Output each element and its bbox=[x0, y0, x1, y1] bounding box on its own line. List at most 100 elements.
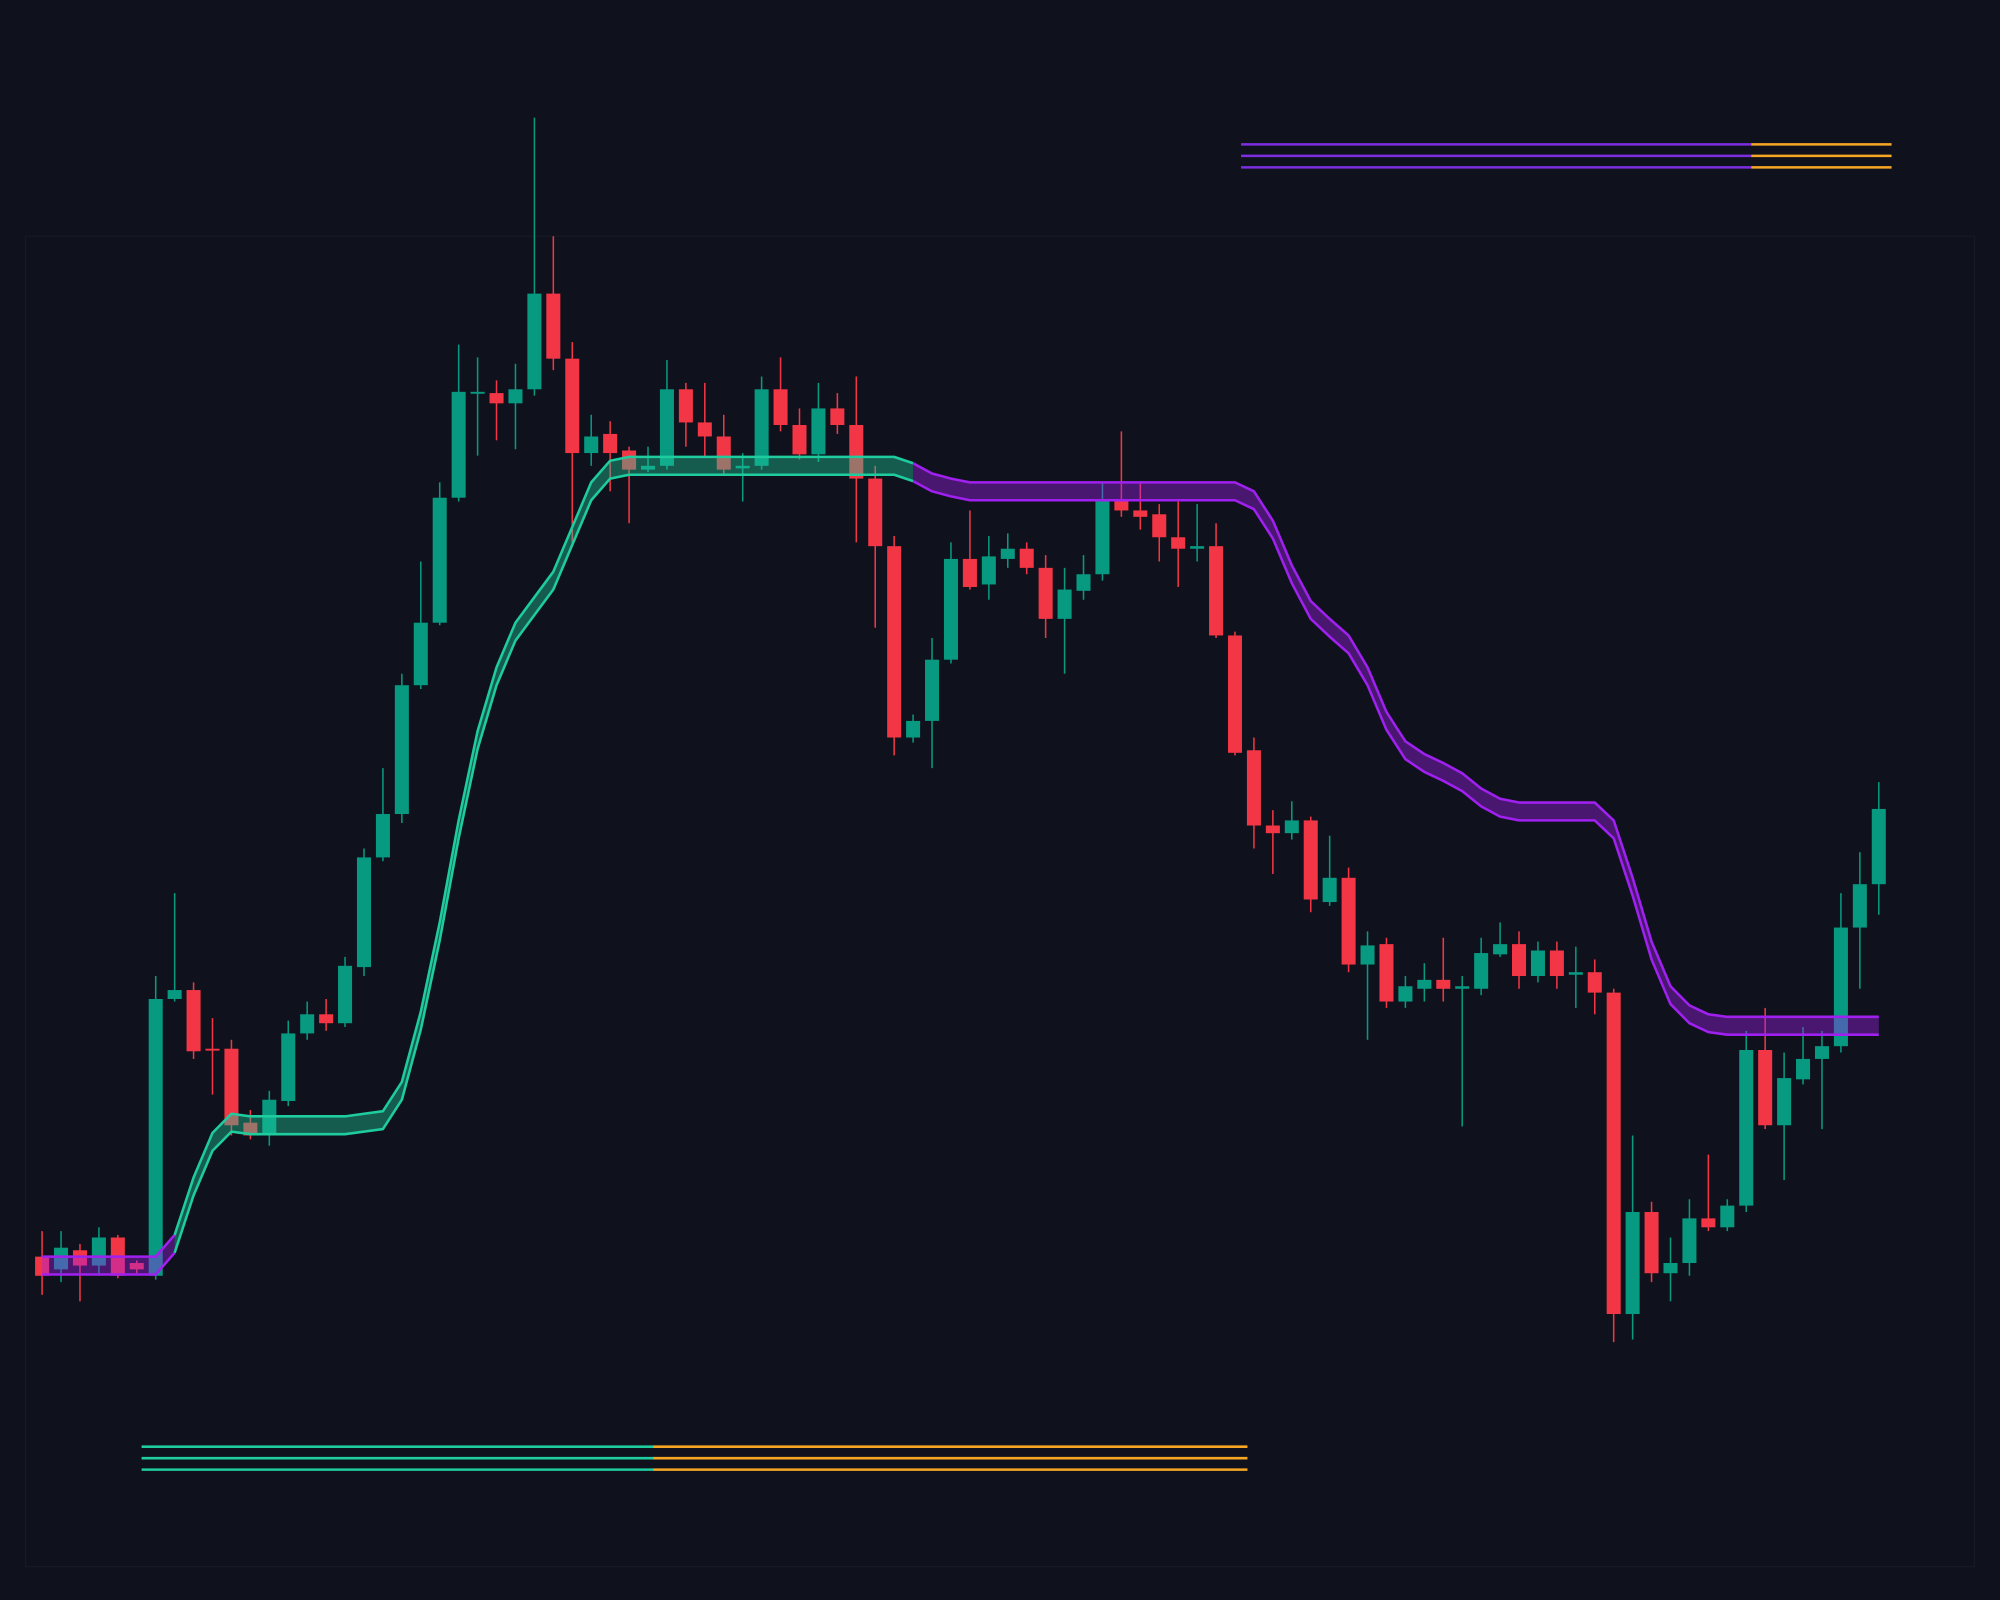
candle-body bbox=[1682, 1218, 1697, 1264]
candle-body bbox=[1455, 986, 1470, 989]
candle-body bbox=[338, 965, 353, 1024]
candle-body bbox=[1852, 884, 1867, 928]
candle-body bbox=[1606, 992, 1621, 1315]
candle-body bbox=[1057, 589, 1072, 619]
candle-body bbox=[1568, 972, 1583, 975]
candle-body bbox=[413, 622, 428, 686]
candle-body bbox=[981, 556, 996, 585]
candle-body bbox=[962, 558, 977, 587]
candle-body bbox=[527, 293, 542, 390]
candle-body bbox=[1625, 1211, 1640, 1315]
candle-body bbox=[1530, 950, 1545, 977]
candle-body bbox=[716, 436, 731, 470]
candle-body bbox=[1360, 945, 1375, 965]
candle-body bbox=[1758, 1050, 1773, 1126]
candle-body bbox=[1095, 500, 1110, 575]
candle-body bbox=[1303, 820, 1318, 900]
panel-frame bbox=[24, 235, 1976, 1568]
candle-body bbox=[584, 436, 599, 454]
candle-body bbox=[1341, 877, 1356, 965]
candle-body bbox=[281, 1033, 296, 1102]
band-upper bbox=[42, 1234, 176, 1258]
candle-body bbox=[1777, 1078, 1792, 1126]
candle-body bbox=[830, 408, 845, 425]
candle-body bbox=[205, 1048, 220, 1051]
candle-body bbox=[1739, 1050, 1754, 1206]
candle-body bbox=[1076, 574, 1091, 591]
candle-body bbox=[735, 465, 750, 469]
candle-body bbox=[319, 1014, 334, 1024]
candle-body bbox=[1133, 510, 1148, 517]
candle-body bbox=[1512, 944, 1527, 977]
candle-body bbox=[1322, 877, 1337, 903]
candle-body bbox=[659, 389, 674, 466]
candle-body bbox=[394, 685, 409, 815]
candle-body bbox=[451, 391, 466, 498]
candle-body bbox=[148, 998, 163, 1276]
candle-body bbox=[1152, 514, 1167, 538]
candle-body bbox=[1114, 500, 1129, 511]
candle-body bbox=[489, 393, 504, 404]
candle-body bbox=[868, 478, 883, 547]
candle-body bbox=[243, 1122, 258, 1136]
candle-body bbox=[356, 857, 372, 968]
candle-body bbox=[811, 408, 826, 455]
candle-body bbox=[54, 1247, 69, 1270]
band-lower bbox=[42, 1251, 176, 1276]
candle-body bbox=[1493, 944, 1508, 955]
candle-body bbox=[1209, 546, 1224, 636]
candle-body bbox=[1398, 986, 1413, 1002]
top-decoration bbox=[1241, 143, 1892, 169]
candle-body bbox=[1265, 825, 1280, 834]
candle-body bbox=[792, 425, 807, 455]
candle-body bbox=[943, 558, 958, 660]
candle-body bbox=[1663, 1263, 1678, 1274]
candle-body bbox=[1000, 548, 1015, 559]
candle-body bbox=[72, 1250, 87, 1266]
candle-body bbox=[906, 720, 921, 738]
candle-body bbox=[925, 659, 940, 721]
candle-body bbox=[35, 1256, 50, 1276]
candle-body bbox=[678, 389, 693, 423]
candle-body bbox=[1019, 548, 1034, 568]
candle-body bbox=[887, 546, 902, 738]
candle-body bbox=[1246, 750, 1261, 826]
candle-body bbox=[697, 422, 712, 437]
candle-body bbox=[224, 1048, 239, 1126]
candle-body bbox=[300, 1014, 315, 1034]
candle-body bbox=[622, 450, 637, 470]
candle-body bbox=[167, 990, 182, 999]
candle-body bbox=[508, 389, 523, 404]
candle-body bbox=[1436, 979, 1451, 989]
candle-body bbox=[375, 814, 390, 858]
candle-body bbox=[1417, 979, 1432, 989]
band-lower bbox=[912, 479, 1879, 1036]
candle-body bbox=[640, 465, 656, 470]
candle-body bbox=[546, 293, 561, 359]
bottom-decoration bbox=[141, 1445, 1248, 1471]
band-fill bbox=[42, 1234, 175, 1275]
candle-body bbox=[432, 497, 447, 623]
candle-body bbox=[565, 358, 580, 454]
candle-body bbox=[186, 990, 201, 1052]
band-lower bbox=[173, 473, 914, 1254]
band-upper bbox=[173, 455, 914, 1236]
candle-body bbox=[1587, 972, 1602, 993]
candle-body bbox=[1720, 1205, 1735, 1228]
candle-body bbox=[1474, 953, 1489, 989]
candle-body bbox=[1227, 635, 1243, 753]
candle-body bbox=[1814, 1046, 1829, 1059]
candle-body bbox=[1038, 567, 1053, 619]
candle-body bbox=[1171, 537, 1186, 549]
candle-body bbox=[1284, 820, 1299, 834]
candle-body bbox=[1190, 546, 1205, 549]
candle-body bbox=[773, 389, 788, 425]
candle-body bbox=[603, 433, 618, 454]
candle-body bbox=[849, 425, 864, 479]
candle-body bbox=[1796, 1058, 1811, 1080]
candle-body bbox=[754, 389, 769, 466]
candle-body bbox=[470, 391, 485, 394]
